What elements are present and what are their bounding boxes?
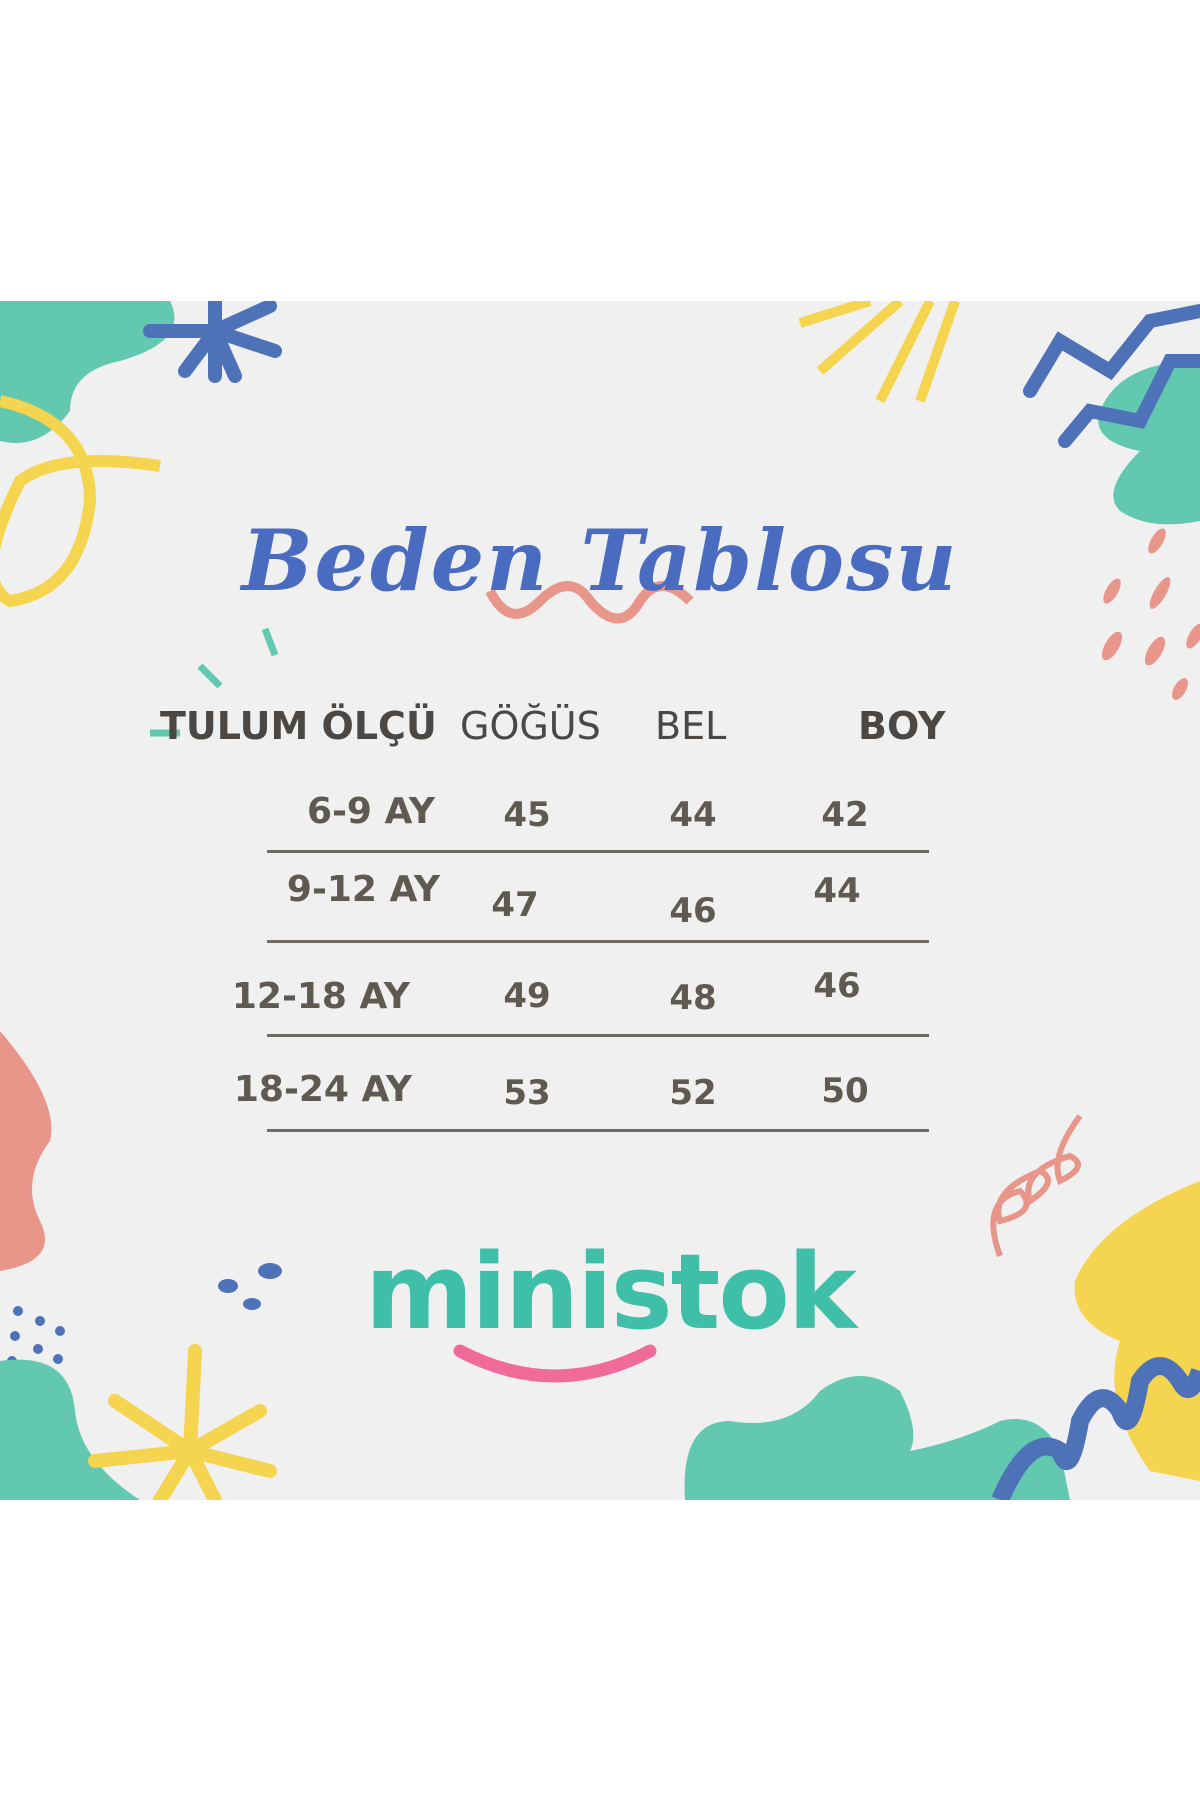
logo-smile-icon [453,1344,657,1383]
blue-zigzag-top-right [1023,304,1200,448]
cell-boy: 44 [813,871,861,911]
yellow-star-icon [88,1344,277,1500]
header-boy: BOY [858,704,946,748]
row-divider [267,940,929,943]
teal-blob-right [1098,361,1200,525]
cell-bel: 48 [669,978,717,1018]
cell-gogus: 53 [503,1073,551,1113]
row-size-label: 6-9 AY [306,791,435,832]
row-size-label: 9-12 AY [286,869,440,910]
cell-gogus: 47 [491,885,539,925]
cell-boy: 50 [821,1071,869,1111]
row-divider [267,1034,929,1037]
ministok-logo: ministok [365,1231,857,1353]
pink-drops-icon [1101,528,1200,700]
row-size-label: 12-18 AY [231,976,410,1017]
cell-gogus: 49 [503,976,551,1016]
decorative-shapes [0,301,1200,1500]
pink-spiral-icon [990,1114,1083,1258]
yellow-blob-right [1074,1181,1200,1481]
row-divider [267,850,929,853]
header-tulum-olcu: TULUM ÖLÇÜ [160,704,437,748]
teal-blob-bottom-left [0,1359,140,1500]
blue-squiggle-bottom-right [991,1357,1200,1500]
pink-blob-left [0,1031,52,1271]
cell-boy: 46 [813,966,861,1006]
teal-blob-bottom [684,1376,1070,1500]
yellow-rays-icon [798,301,960,404]
cell-boy: 42 [821,795,869,835]
pink-wave-under-title [485,581,694,624]
row-size-label: 18-24 AY [233,1069,412,1110]
cell-gogus: 45 [503,795,551,835]
header-bel: BEL [655,704,727,748]
header-gogus: GÖĞÜS [460,704,601,748]
row-divider [267,1129,929,1132]
cell-bel: 46 [669,891,717,931]
cell-bel: 44 [669,795,717,835]
teal-blob-top-left [0,301,175,443]
cell-bel: 52 [669,1073,717,1113]
page-title: Beden Tablosu [241,511,959,610]
blue-starburst-icon [143,301,282,383]
teal-dashes-icon [150,627,279,737]
yellow-loop-icon [0,395,161,608]
size-chart-panel: Beden Tablosu TULUM ÖLÇÜ GÖĞÜS BEL BOY 6… [0,301,1200,1500]
